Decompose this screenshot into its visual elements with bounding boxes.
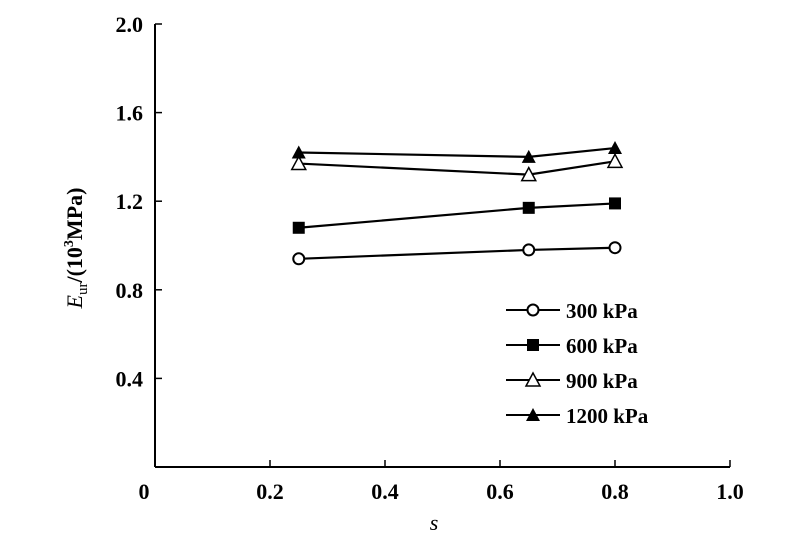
series-group [290,141,624,266]
legend-label: 900 kPa [566,369,638,393]
axes: 0 0.2 0.4 0.6 0.8 1.0 0.4 0.8 1.2 1.6 2.0 [116,12,744,504]
series-900-kpa [290,152,624,182]
y-tick-label: 1.2 [116,189,144,214]
circle-marker [292,252,306,266]
legend-item: 600 kPa [506,334,638,358]
circle-marker [522,243,536,257]
legend: 300 kPa 600 kPa 900 kPa 1200 kPa [506,299,649,428]
square-marker [527,339,539,351]
y-tick-label: 0.8 [116,278,144,303]
x-tick-label: 1.0 [716,479,744,504]
x-tick-label: 0 [139,479,150,504]
legend-label: 300 kPa [566,299,638,323]
x-axis-label: s [430,510,439,535]
series-line [298,246,616,260]
series-line [298,160,616,176]
filled-triangle-marker [608,141,622,155]
series-line [298,146,616,159]
legend-item: 300 kPa [506,299,638,323]
x-tick-label: 0.4 [371,479,399,504]
x-tick-label: 0.8 [601,479,629,504]
y-label-main: E [62,294,87,309]
circle-marker [526,303,540,317]
y-tick-label: 1.6 [116,101,144,126]
y-tick-label: 0.4 [116,366,144,391]
legend-label: 1200 kPa [566,404,649,428]
open-triangle-marker [606,152,624,169]
series-600-kpa [292,197,621,234]
filled-triangle-marker [521,149,536,163]
legend-label: 600 kPa [566,334,638,358]
series-300-kpa [292,241,622,266]
series-1200-kpa [291,141,622,163]
y-label-sub: ur [75,283,91,296]
legend-item: 1200 kPa [506,404,649,428]
y-label-sup: 3 [62,240,77,247]
y-axis-label: Eur/(103MPa) [62,188,91,310]
square-marker [522,201,535,214]
circle-marker [608,241,622,255]
x-tick-label: 0.2 [256,479,284,504]
filled-triangle-marker [291,145,306,159]
open-triangle-marker [524,371,542,387]
x-tick-label: 0.6 [486,479,514,504]
square-marker [292,221,305,234]
legend-item: 900 kPa [506,369,638,393]
svg-text:Eur/(103MPa): Eur/(103MPa) [62,188,91,310]
y-tick-label: 2.0 [116,12,144,37]
y-label-rest1: /(10 [62,247,87,283]
open-triangle-marker [520,166,538,182]
open-triangle-marker [290,154,308,171]
y-label-rest2: MPa) [62,188,87,241]
series-line [298,202,616,229]
square-marker [609,197,621,210]
filled-triangle-marker [526,408,540,421]
